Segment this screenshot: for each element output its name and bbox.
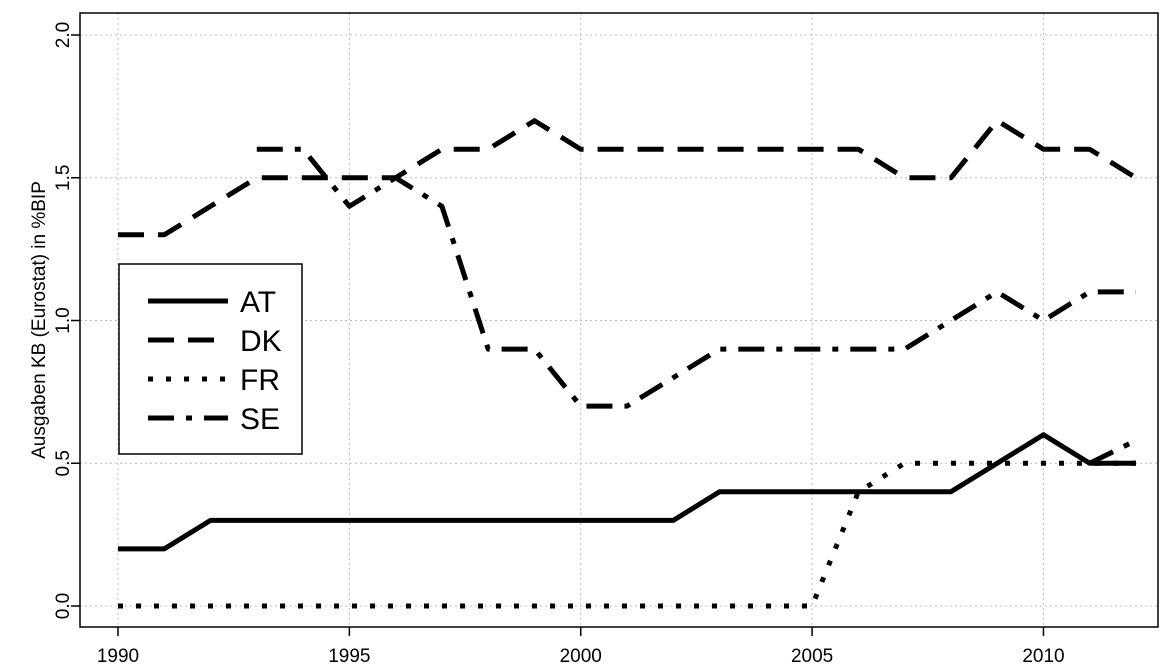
x-tick-label: 1995 bbox=[328, 646, 370, 667]
series-layer bbox=[118, 118, 1138, 609]
series-line-fr bbox=[118, 460, 1136, 609]
x-tick-label: 2000 bbox=[560, 646, 602, 667]
series-line-dk bbox=[118, 118, 1138, 238]
y-tick-label: 1.5 bbox=[53, 165, 74, 191]
x-tick-label: 2010 bbox=[1022, 646, 1064, 667]
y-axis: 0.0 0.5 1.0 1.5 2.0 bbox=[53, 22, 80, 619]
legend-label-at: AT bbox=[240, 286, 276, 319]
legend-label-fr: FR bbox=[240, 364, 280, 397]
legend-label-dk: DK bbox=[240, 325, 282, 358]
series-segment-se bbox=[1088, 438, 1138, 466]
y-axis-label: Ausgaben KB (Eurostat) in %BIP bbox=[29, 181, 50, 459]
y-tick-label: 2.0 bbox=[53, 22, 74, 48]
legend-box bbox=[118, 263, 303, 455]
y-tick-label: 1.0 bbox=[53, 307, 74, 333]
y-tick-label: 0.5 bbox=[53, 450, 74, 476]
x-tick-label: 2005 bbox=[791, 646, 833, 667]
x-axis: 1990 1995 2000 2005 2010 bbox=[97, 627, 1065, 667]
series-line-at bbox=[118, 432, 1136, 552]
grid-layer bbox=[80, 13, 1158, 627]
x-tick-label: 1990 bbox=[97, 646, 139, 667]
series-line-se bbox=[256, 146, 1136, 409]
legend-label-se: SE bbox=[240, 403, 280, 436]
y-tick-label: 0.0 bbox=[53, 593, 74, 619]
legend: AT DK FR SE bbox=[118, 263, 303, 455]
